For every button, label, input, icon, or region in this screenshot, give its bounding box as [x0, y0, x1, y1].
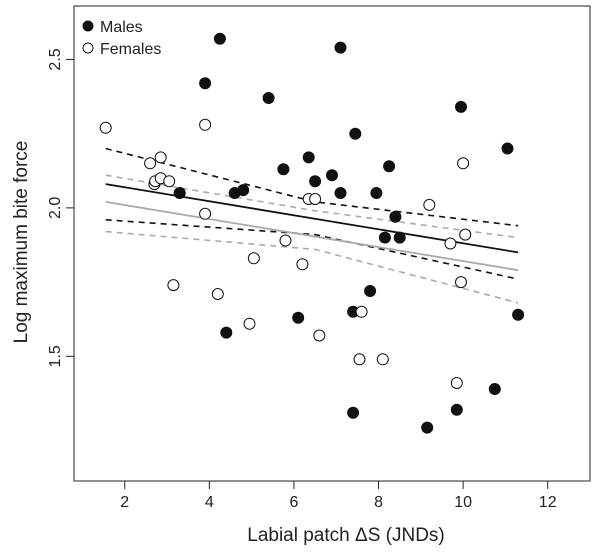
- male-point: [512, 308, 525, 321]
- male-point: [389, 210, 402, 223]
- plot-frame: [73, 5, 591, 482]
- points-layer: [99, 32, 525, 434]
- males-fit-ci-line: [105, 147, 519, 227]
- male-point: [277, 163, 290, 176]
- male-point: [393, 231, 406, 244]
- male-point: [378, 231, 391, 244]
- legend-label-males: Males: [100, 19, 143, 36]
- y-axis-label: Log maximum bite force: [11, 141, 32, 344]
- female-point: [455, 276, 467, 289]
- females-fit-ci-line: [105, 230, 519, 304]
- x-tick-label: 4: [205, 494, 214, 511]
- male-point: [309, 175, 322, 188]
- x-tick-label: 6: [289, 494, 298, 511]
- male-point: [199, 77, 212, 90]
- x-axis-label: Labial patch ΔS (JNDs): [247, 525, 445, 546]
- female-point: [309, 193, 322, 205]
- female-point: [353, 353, 366, 366]
- male-point: [326, 169, 338, 182]
- female-point: [163, 175, 176, 188]
- x-tick-label: 2: [120, 494, 129, 511]
- females-fit-line: [105, 201, 519, 272]
- male-point: [347, 406, 360, 419]
- female-point: [199, 118, 212, 131]
- legend-label-females: Females: [100, 41, 161, 58]
- male-point: [501, 142, 514, 155]
- male-point: [237, 184, 250, 197]
- female-point: [144, 157, 157, 170]
- male-point: [488, 383, 501, 395]
- female-point: [99, 121, 112, 134]
- male-point: [220, 326, 233, 339]
- x-tick-label: 8: [374, 494, 383, 511]
- male-point: [383, 160, 396, 173]
- male-point: [173, 187, 186, 199]
- female-point: [355, 305, 368, 318]
- legend-marker-males: [82, 20, 94, 32]
- male-point: [450, 403, 463, 416]
- female-point: [279, 234, 292, 247]
- females-fit-ci-line: [105, 174, 519, 239]
- female-point: [376, 353, 389, 366]
- female-point: [296, 258, 309, 271]
- male-point: [370, 187, 383, 199]
- males-fit-ci-line: [105, 219, 519, 280]
- male-point: [364, 285, 377, 297]
- female-point: [423, 198, 436, 211]
- y-tick-label: 2.5: [47, 48, 64, 70]
- female-point: [450, 377, 463, 389]
- male-point: [213, 32, 226, 45]
- male-point: [421, 421, 434, 434]
- x-tick-label: 10: [454, 494, 472, 511]
- female-point: [457, 157, 470, 170]
- y-tick-label: 1.5: [47, 345, 64, 367]
- male-point: [334, 187, 347, 199]
- female-point: [199, 207, 212, 220]
- female-point: [247, 252, 260, 265]
- female-point: [243, 317, 256, 330]
- y-tick-label: 2.0: [47, 197, 64, 219]
- male-point: [334, 41, 347, 54]
- female-point: [459, 228, 472, 241]
- female-point: [444, 237, 457, 250]
- female-point: [167, 279, 180, 292]
- legend-marker-females: [82, 42, 94, 54]
- male-point: [349, 127, 362, 140]
- axes-layer: 2 4 6 8 10 12 1.5 2.0 2.5: [47, 48, 557, 511]
- male-point: [455, 100, 467, 113]
- female-point: [313, 329, 326, 342]
- female-point: [154, 151, 167, 164]
- legend: Males Females: [82, 19, 161, 58]
- male-point: [292, 311, 305, 324]
- male-point: [302, 151, 315, 164]
- female-point: [211, 288, 224, 300]
- x-tick-label: 12: [539, 494, 557, 511]
- male-point: [262, 92, 275, 104]
